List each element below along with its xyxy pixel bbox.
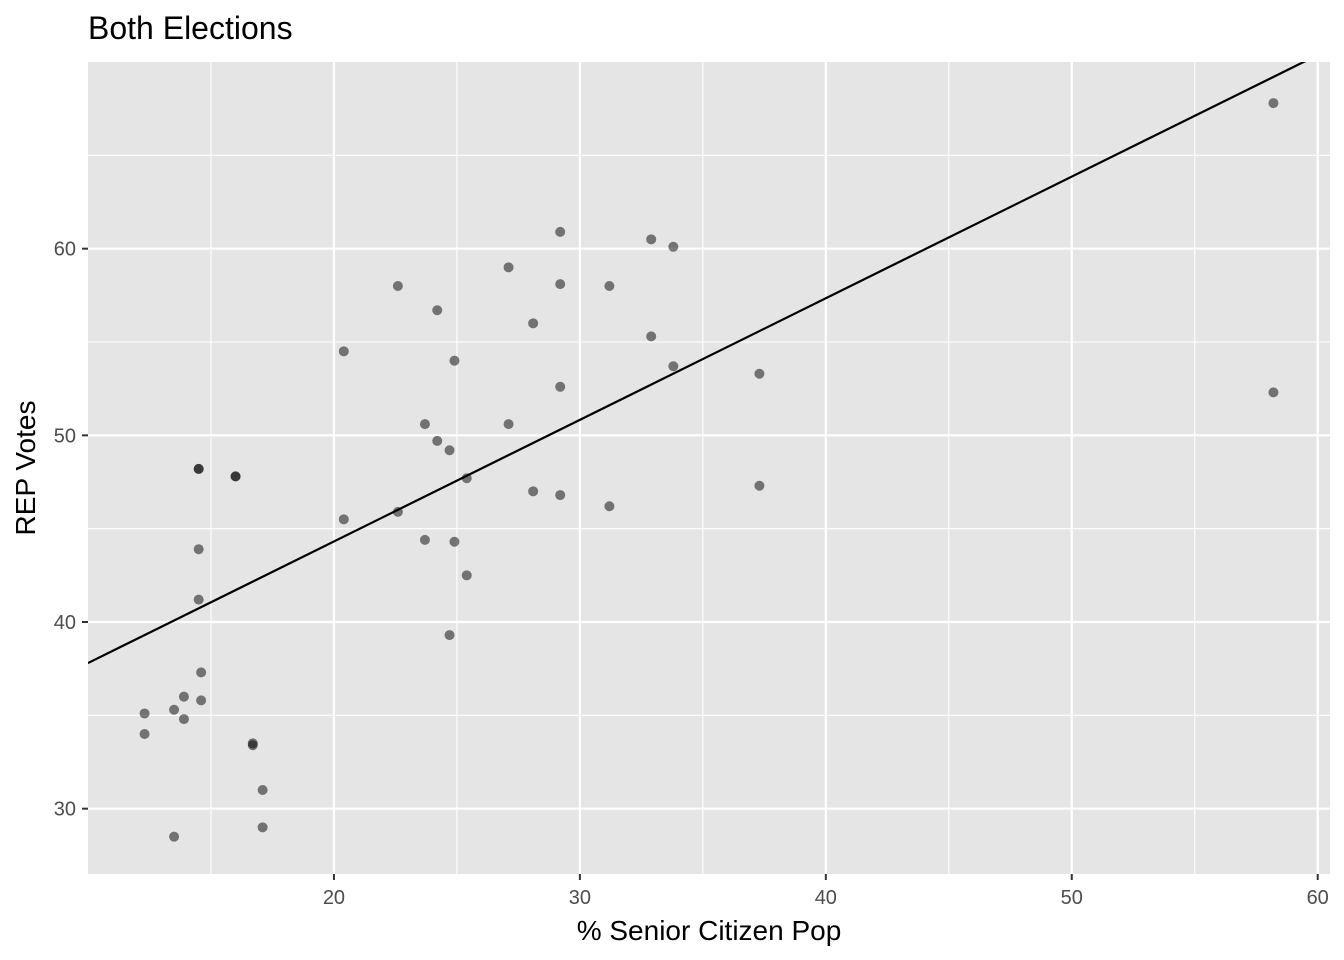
data-point (392, 281, 403, 291)
data-point (449, 536, 460, 547)
data-point (444, 630, 455, 641)
data-point (503, 419, 514, 430)
data-point (392, 506, 403, 517)
data-point (247, 740, 258, 751)
data-point (196, 695, 207, 706)
data-point (139, 708, 150, 719)
data-point (432, 305, 443, 316)
y-tick-label: 60 (54, 239, 76, 261)
plot-panel (88, 62, 1330, 874)
data-point (178, 714, 189, 725)
x-tick-label: 50 (1061, 887, 1083, 909)
x-axis-title: % Senior Citizen Pop (577, 915, 842, 946)
minor-gridlines (88, 62, 1330, 874)
x-tick-label: 30 (569, 887, 591, 909)
data-point (230, 471, 241, 482)
x-tick-label: 20 (323, 887, 345, 909)
data-point (419, 534, 430, 545)
data-point (257, 785, 268, 795)
data-point (444, 445, 455, 456)
data-point (193, 544, 204, 555)
data-point (461, 473, 472, 484)
data-point (754, 480, 765, 491)
data-point (528, 486, 539, 497)
data-point (178, 691, 189, 702)
data-point (169, 704, 180, 715)
data-point (646, 331, 657, 342)
data-points (139, 98, 1279, 842)
data-point (419, 419, 430, 430)
data-point (193, 594, 204, 605)
data-point (432, 435, 443, 446)
data-point (646, 234, 657, 245)
major-gridlines (88, 62, 1330, 874)
data-point (668, 241, 679, 252)
x-tick-label: 60 (1307, 887, 1329, 909)
data-point (604, 281, 615, 291)
data-point (338, 514, 349, 525)
trend-line (88, 62, 1307, 665)
data-point (668, 361, 679, 372)
data-point (1268, 387, 1279, 398)
y-axis-title: REP Votes (10, 401, 41, 536)
data-point (139, 729, 150, 739)
x-axis: 20 30 40 50 60 (323, 874, 1329, 909)
y-tick-label: 50 (54, 425, 76, 447)
data-point (604, 501, 615, 512)
data-point (528, 318, 539, 329)
x-tick-label: 40 (815, 887, 837, 909)
data-point (338, 346, 349, 357)
data-point (1268, 98, 1279, 109)
y-axis: 30 40 50 60 (54, 239, 88, 821)
data-point (555, 490, 566, 501)
data-point (754, 368, 765, 379)
data-point (461, 570, 472, 581)
trend-line-group (88, 62, 1307, 665)
data-point (555, 381, 566, 392)
chart-title: Both Elections (88, 10, 293, 46)
data-point (169, 831, 180, 842)
data-point (196, 667, 207, 678)
y-tick-label: 30 (54, 799, 76, 821)
data-point (449, 355, 460, 366)
data-point (257, 822, 268, 833)
data-point (193, 463, 204, 474)
data-point (503, 262, 514, 273)
data-point (555, 279, 566, 290)
y-tick-label: 40 (54, 612, 76, 634)
data-point (555, 226, 566, 237)
